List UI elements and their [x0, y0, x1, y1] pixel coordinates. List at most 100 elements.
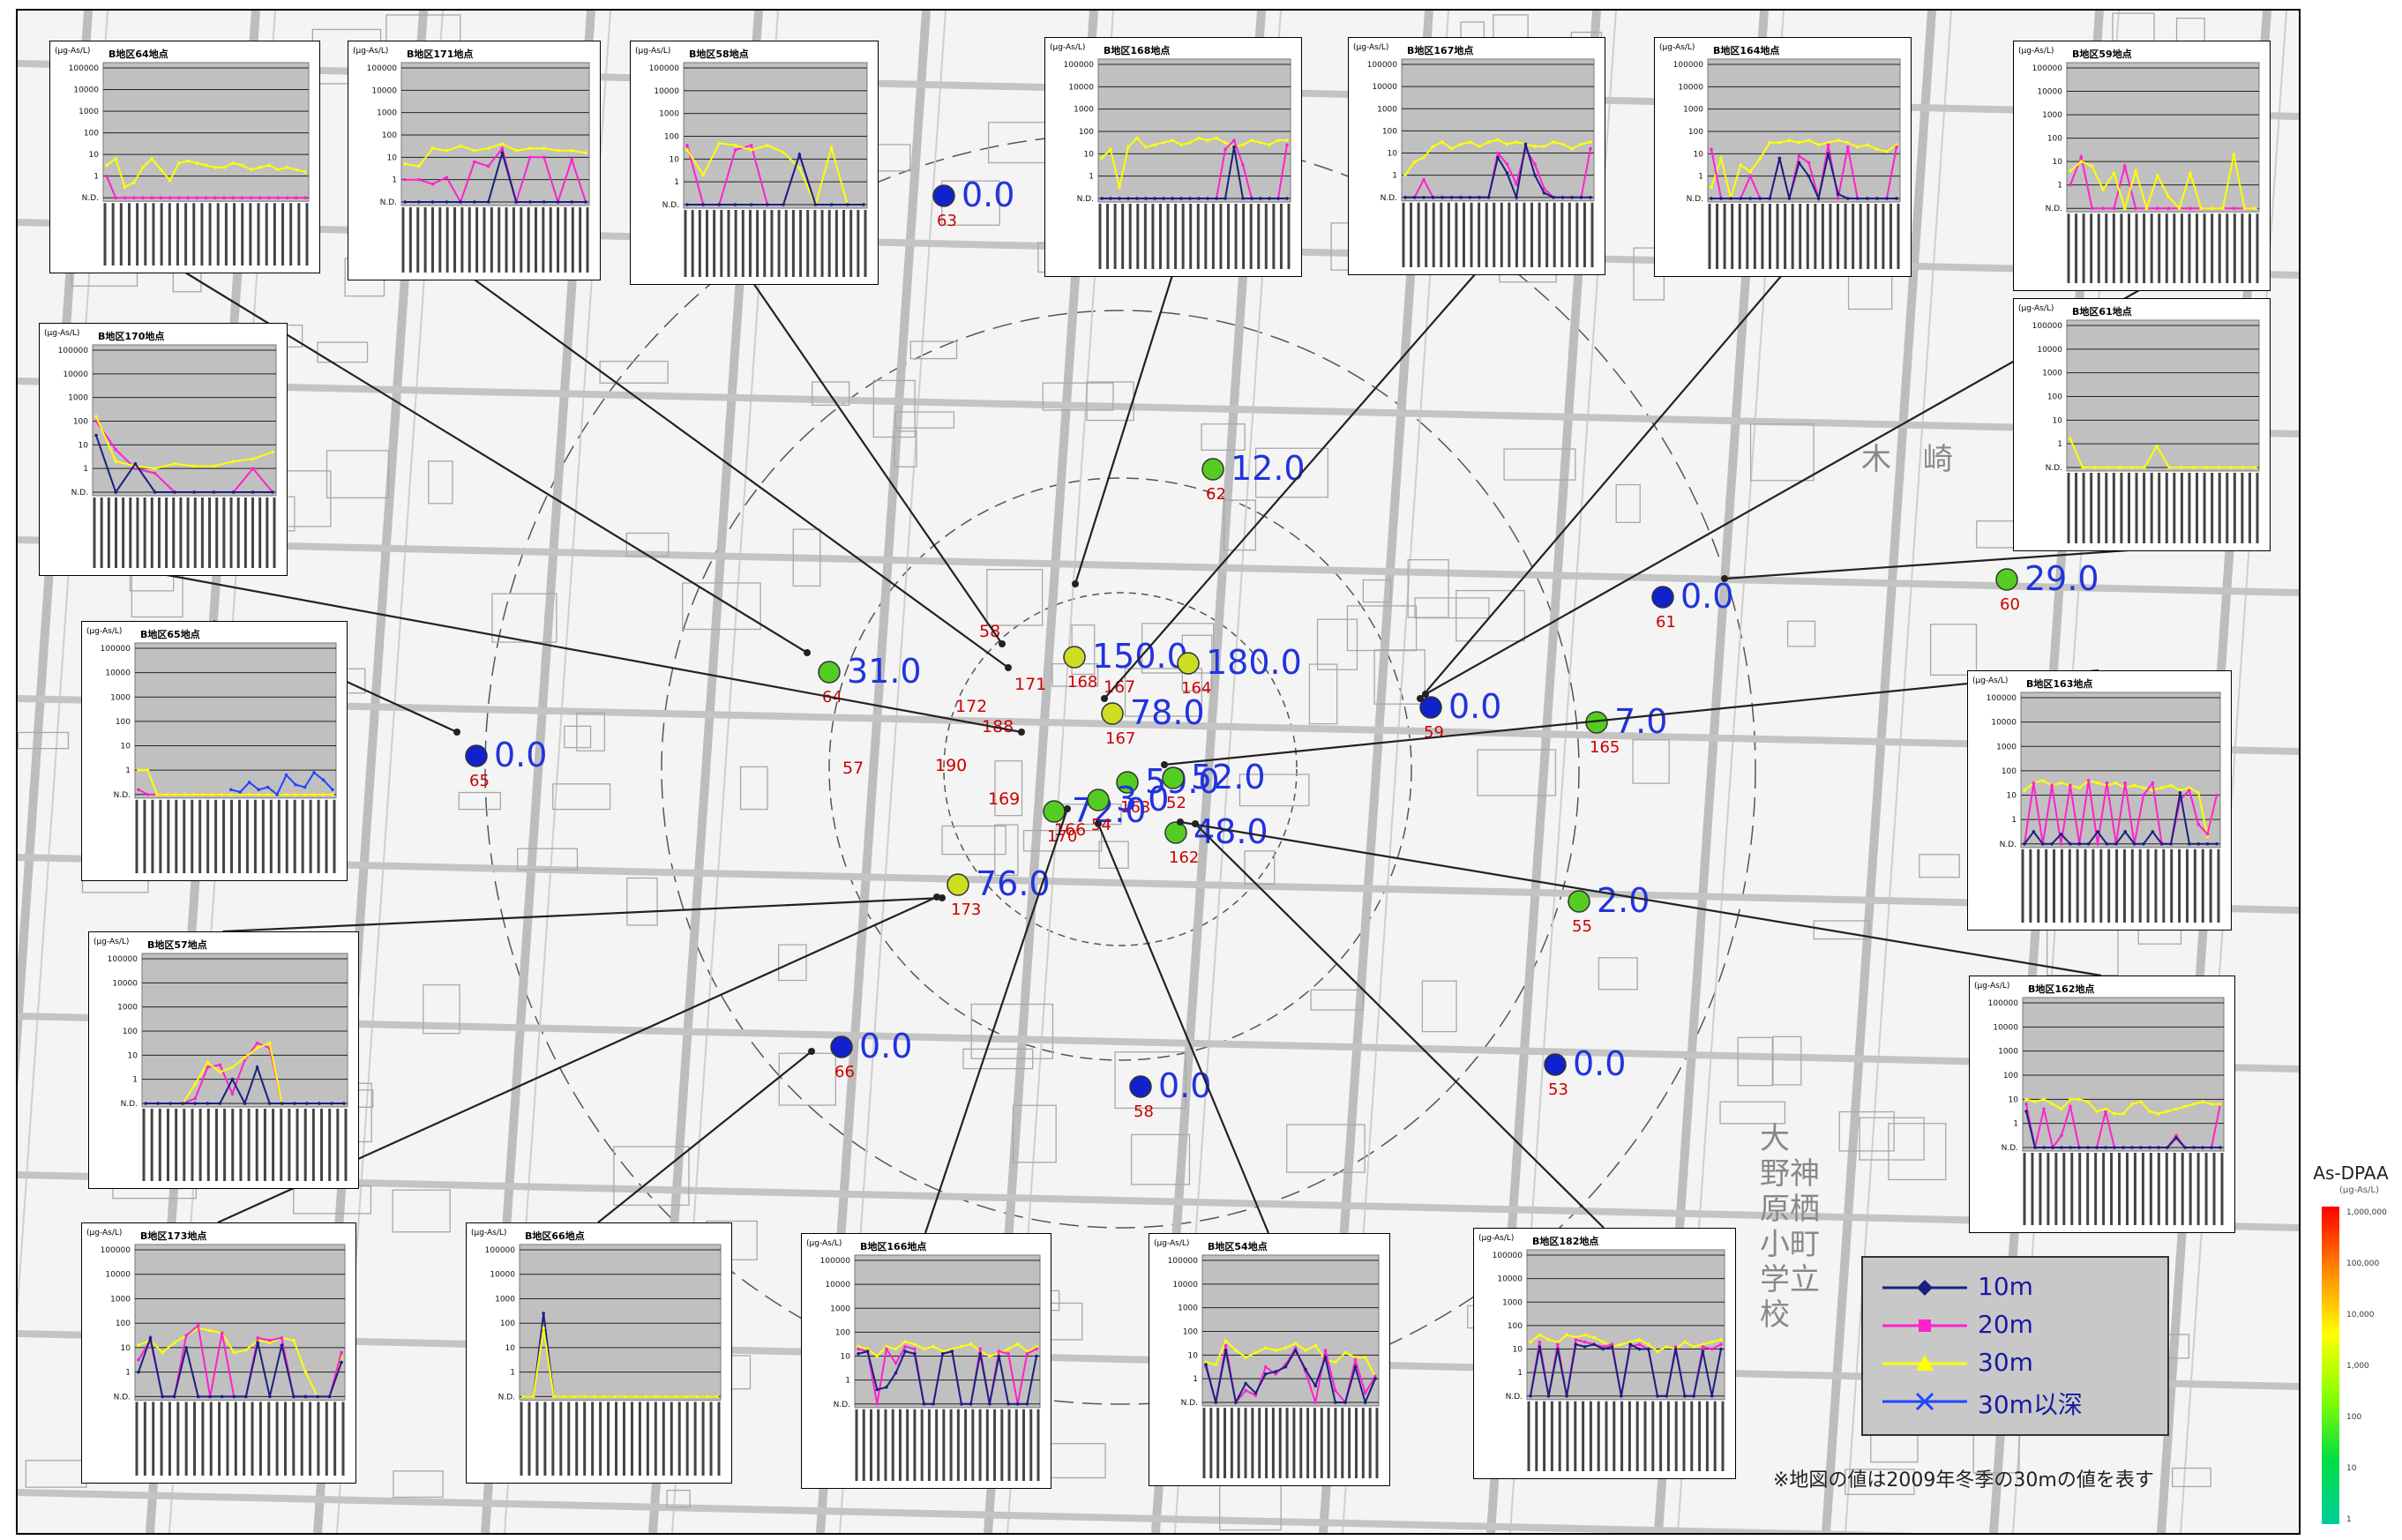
- chart-title: B地区59地点: [2072, 49, 2132, 60]
- y-tick-label: 100000: [58, 347, 89, 355]
- y-tick-label: 10: [1694, 150, 1704, 159]
- data-point: [285, 196, 289, 199]
- data-point: [1135, 197, 1139, 200]
- data-point: [1234, 1349, 1238, 1352]
- data-point: [654, 1394, 658, 1399]
- site-61[interactable]: 610.0: [1651, 577, 1733, 632]
- site-marker[interactable]: [830, 1035, 853, 1058]
- leader-line: [752, 282, 1003, 645]
- data-point: [318, 1102, 321, 1105]
- data-point: [1529, 1394, 1532, 1398]
- site-value-label: 0.0: [962, 176, 1014, 214]
- inset-chart: (μg-As/L) B地区58地点 100000 10000 1000 100 10 1 N.D…: [630, 41, 879, 285]
- site-marker[interactable]: [1087, 789, 1110, 811]
- site-55[interactable]: 552.0: [1568, 881, 1650, 936]
- data-point: [193, 1102, 198, 1105]
- site-marker[interactable]: [1544, 1053, 1567, 1076]
- data-point: [1758, 156, 1762, 161]
- site-marker[interactable]: [818, 661, 841, 684]
- y-tick-label: 100: [664, 133, 679, 142]
- data-point: [2040, 779, 2045, 782]
- data-point: [2069, 1104, 2072, 1109]
- depth-legend: 10m 20m 30m 30m以深: [1861, 1256, 2169, 1436]
- site-58[interactable]: 580.0: [1129, 1066, 1211, 1121]
- data-point: [2069, 783, 2072, 788]
- y-tick-label: 1: [1193, 1375, 1198, 1384]
- site-59[interactable]: 590.0: [1419, 687, 1501, 742]
- data-point: [321, 778, 326, 782]
- chart-unit: (μg-As/L): [55, 47, 91, 56]
- site-54[interactable]: 543.0: [1087, 780, 1169, 834]
- site-marker[interactable]: [1201, 458, 1224, 481]
- site-id-label: 164: [1181, 679, 1211, 698]
- data-point: [570, 148, 574, 153]
- site-marker[interactable]: [1162, 766, 1185, 789]
- y-tick-label: 10000: [1068, 83, 1094, 92]
- data-point: [1285, 143, 1289, 146]
- y-tick-label: N.D.: [71, 489, 88, 497]
- colorbar-tick: 10,000: [2346, 1311, 2375, 1319]
- building-outline: [1022, 829, 1103, 852]
- site-marker[interactable]: [932, 184, 955, 207]
- site-marker[interactable]: [1651, 586, 1674, 609]
- data-point: [211, 793, 214, 796]
- site-marker[interactable]: [1063, 646, 1086, 669]
- y-tick-label: 1: [510, 1369, 515, 1378]
- site-marker[interactable]: [1164, 821, 1187, 844]
- site-62[interactable]: 62 12.0: [1201, 449, 1306, 504]
- site-marker[interactable]: [947, 873, 969, 896]
- site-marker[interactable]: [1995, 568, 2018, 591]
- data-point: [1748, 197, 1753, 200]
- data-point: [196, 1324, 200, 1327]
- chart-title: B地区66地点: [525, 1230, 585, 1242]
- leader-arrowhead: [1005, 664, 1012, 671]
- site-52[interactable]: 52 52.0: [1162, 758, 1266, 812]
- site-marker[interactable]: [1043, 800, 1066, 823]
- y-tick-label: 10000: [825, 1281, 850, 1290]
- data-point: [201, 793, 206, 796]
- y-tick-label: 10000: [112, 979, 138, 988]
- data-point: [584, 200, 587, 204]
- chart-title: B地区163地点: [2026, 678, 2093, 690]
- site-53[interactable]: 530.0: [1544, 1044, 1626, 1099]
- site-64[interactable]: 6431.0: [818, 652, 922, 706]
- data-point: [303, 1394, 308, 1399]
- site-marker[interactable]: [1177, 652, 1200, 675]
- chart-plot: 100000 10000 1000 100 10 1 N.D.: [1673, 58, 1901, 269]
- site-marker[interactable]: [1116, 771, 1139, 794]
- site-marker[interactable]: [1101, 702, 1124, 725]
- y-tick-label: 1: [2013, 1120, 2018, 1129]
- y-tick-label: 10000: [2037, 346, 2062, 355]
- data-point: [255, 1041, 259, 1045]
- data-point: [1807, 161, 1811, 165]
- y-tick-label: N.D.: [498, 1393, 515, 1402]
- data-point: [141, 196, 145, 199]
- data-point: [1223, 140, 1227, 145]
- site-63[interactable]: 630.0: [932, 176, 1014, 230]
- data-point: [2199, 206, 2204, 210]
- legend-swatch: [1882, 1392, 1967, 1411]
- site-marker[interactable]: [1129, 1075, 1152, 1098]
- building-outline: [1141, 623, 1215, 674]
- site-marker[interactable]: [1419, 696, 1442, 719]
- data-point: [885, 1344, 888, 1349]
- data-point: [1363, 1401, 1367, 1404]
- chart-unit: (μg-As/L): [1974, 982, 2010, 991]
- site-marker[interactable]: [1568, 890, 1590, 913]
- site-65[interactable]: 650.0: [465, 736, 547, 790]
- data-point: [570, 200, 574, 204]
- y-tick-label: N.D.: [2046, 464, 2062, 473]
- y-tick-label: 1000: [830, 1305, 850, 1313]
- data-point: [715, 1394, 719, 1399]
- site-66[interactable]: 660.0: [830, 1027, 912, 1081]
- site-marker[interactable]: [465, 744, 488, 767]
